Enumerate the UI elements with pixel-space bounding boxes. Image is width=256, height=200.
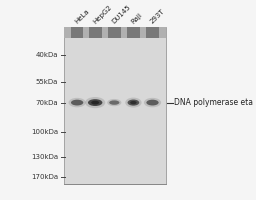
Text: HepG2: HepG2 xyxy=(92,4,113,25)
Ellipse shape xyxy=(109,100,119,105)
Text: HeLa: HeLa xyxy=(74,8,91,25)
Ellipse shape xyxy=(71,100,83,105)
Bar xyxy=(71,27,83,38)
Ellipse shape xyxy=(125,98,142,108)
Ellipse shape xyxy=(144,98,161,107)
Ellipse shape xyxy=(130,101,137,104)
Text: DNA polymerase eta: DNA polymerase eta xyxy=(174,98,253,107)
Ellipse shape xyxy=(146,100,159,105)
Bar xyxy=(108,27,121,38)
Text: 100kDa: 100kDa xyxy=(31,129,58,135)
Text: 130kDa: 130kDa xyxy=(31,154,58,160)
Ellipse shape xyxy=(107,99,121,106)
Bar xyxy=(146,27,159,38)
Bar xyxy=(127,27,140,38)
Bar xyxy=(89,27,102,38)
Text: 40kDa: 40kDa xyxy=(36,52,58,58)
Bar xyxy=(65,27,166,184)
Ellipse shape xyxy=(91,101,99,104)
Text: 293T: 293T xyxy=(149,8,166,25)
Text: 55kDa: 55kDa xyxy=(36,79,58,85)
Ellipse shape xyxy=(85,97,105,108)
Ellipse shape xyxy=(69,98,86,107)
Ellipse shape xyxy=(88,99,102,106)
Text: 170kDa: 170kDa xyxy=(31,174,58,180)
Bar xyxy=(65,27,166,38)
Text: Raji: Raji xyxy=(130,12,144,25)
Text: 70kDa: 70kDa xyxy=(35,100,58,106)
Ellipse shape xyxy=(127,100,139,106)
Text: DU145: DU145 xyxy=(111,4,132,25)
